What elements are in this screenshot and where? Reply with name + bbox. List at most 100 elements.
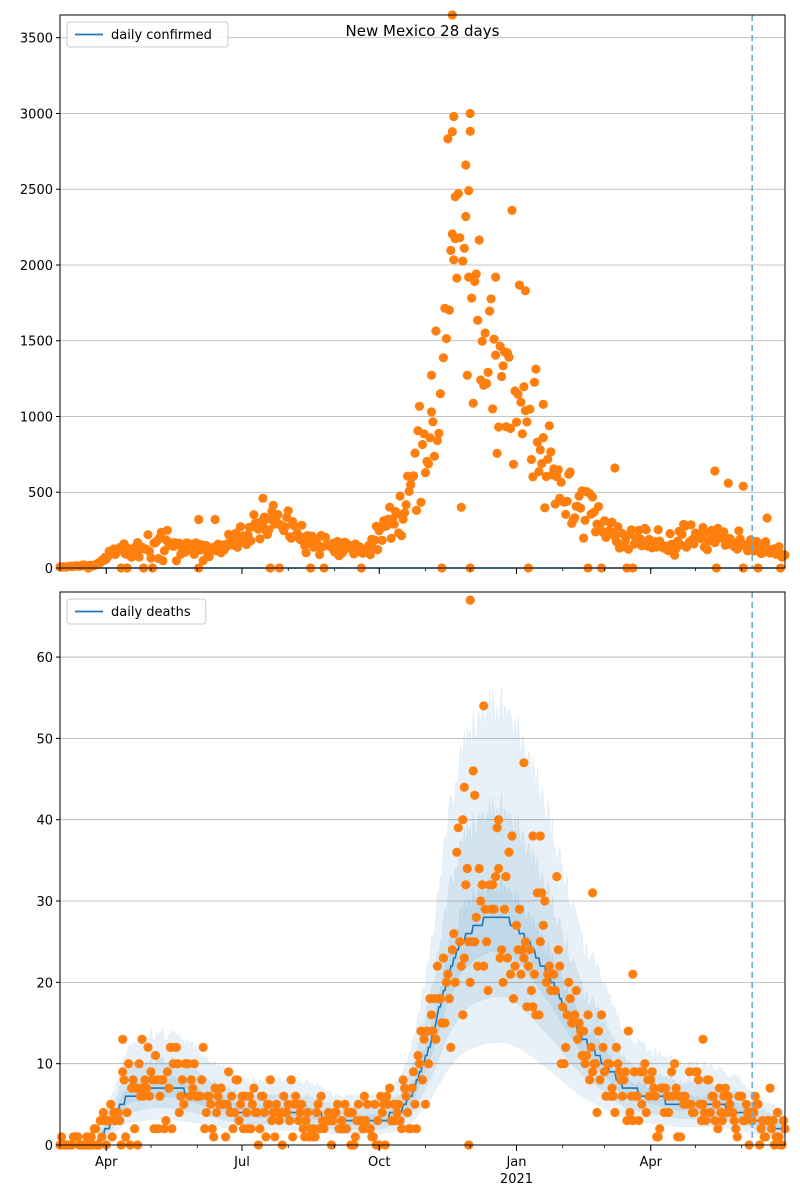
deaths-point: [161, 1116, 171, 1126]
confirmed-point: [702, 545, 713, 555]
deaths-point: [717, 1116, 727, 1126]
deaths-point: [680, 1091, 690, 1101]
confirmed-point: [235, 522, 246, 532]
confirmed-point: [580, 515, 590, 525]
confirmed-y-tick-label-0: 0: [45, 562, 53, 577]
confirmed-point: [456, 502, 466, 512]
deaths-point: [641, 1107, 651, 1118]
deaths-point: [765, 1083, 775, 1093]
deaths-point: [285, 1116, 295, 1126]
confirmed-point: [461, 211, 471, 222]
confirmed-point: [497, 371, 507, 382]
deaths-x-tick-label-1: Jul: [233, 1155, 250, 1170]
deaths-point: [282, 1107, 292, 1118]
confirmed-point: [406, 480, 416, 490]
deaths-point: [213, 1091, 223, 1101]
deaths-point: [206, 1099, 216, 1109]
confirmed-point: [423, 459, 434, 469]
deaths-point: [595, 1075, 605, 1085]
deaths-point: [686, 1099, 696, 1109]
deaths-point: [489, 904, 499, 914]
deaths-point: [171, 1042, 181, 1052]
deaths-point: [255, 1124, 265, 1134]
confirmed-point: [553, 465, 563, 475]
confirmed-point: [531, 364, 541, 374]
deaths-point: [632, 1091, 642, 1101]
deaths-point: [121, 1132, 131, 1142]
deaths-point: [501, 872, 511, 882]
deaths-point: [234, 1116, 244, 1126]
confirmed-point: [482, 378, 492, 389]
deaths-point: [267, 1116, 277, 1126]
confirmed-point: [489, 334, 499, 344]
deaths-point: [216, 1083, 226, 1093]
deaths-point: [625, 1107, 635, 1118]
deaths-point: [476, 896, 486, 906]
confirmed-point: [579, 533, 589, 543]
deaths-point: [227, 1091, 237, 1101]
deaths-point: [483, 985, 493, 996]
deaths-point: [647, 1067, 657, 1077]
deaths-point: [119, 1075, 129, 1085]
confirmed-point: [446, 245, 456, 255]
confirmed-point: [443, 134, 453, 144]
deaths-point: [198, 1042, 208, 1052]
deaths-point: [247, 1099, 257, 1109]
deaths-point: [510, 961, 520, 971]
confirmed-panel: 0 500 1000 1500 2000 2500 3000 3500 daily confi…: [20, 10, 790, 577]
confirmed-point: [464, 186, 474, 196]
deaths-point: [537, 888, 547, 898]
confirmed-point: [480, 328, 490, 338]
deaths-point: [514, 904, 525, 914]
deaths-point: [431, 1034, 441, 1044]
deaths-point: [593, 1026, 604, 1036]
confirmed-point: [458, 256, 468, 266]
confirmed-point: [588, 492, 598, 502]
confirmed-point: [513, 389, 523, 399]
confirmed-point: [297, 520, 307, 530]
deaths-point: [264, 1099, 274, 1109]
confirmed-point: [146, 553, 156, 563]
deaths-point: [640, 1059, 650, 1069]
confirmed-point: [511, 417, 522, 427]
deaths-point: [611, 1042, 622, 1052]
deaths-point: [118, 1034, 128, 1044]
deaths-point: [592, 1107, 602, 1118]
deaths-point: [411, 1124, 422, 1134]
deaths-point: [574, 1018, 584, 1028]
confirmed-point: [429, 451, 439, 461]
deaths-point: [535, 831, 545, 841]
deaths-point: [353, 1099, 363, 1109]
deaths-point: [455, 937, 465, 947]
deaths-point: [462, 863, 472, 874]
confirmed-point: [538, 433, 548, 443]
deaths-y-ticks: 0 10 20 30 40 50 60: [36, 651, 60, 1154]
confirmed-point: [408, 471, 419, 481]
deaths-point: [401, 1091, 411, 1101]
deaths-point: [359, 1091, 369, 1101]
confirmed-y-tick-label-1500: 1500: [20, 335, 53, 350]
confirmed-point: [283, 506, 293, 516]
confirmed-point: [438, 353, 448, 363]
deaths-point: [244, 1091, 255, 1101]
deaths-point: [134, 1059, 144, 1069]
deaths-point: [526, 985, 537, 996]
confirmed-point: [483, 367, 493, 377]
deaths-point: [664, 1107, 674, 1118]
deaths-point: [588, 1067, 598, 1077]
deaths-point: [413, 1050, 423, 1061]
deaths-legend: daily deaths: [66, 598, 207, 625]
confirmed-point: [389, 519, 399, 529]
confirmed-point: [477, 336, 487, 346]
deaths-point: [571, 985, 581, 996]
confirmed-point: [377, 535, 387, 546]
confirmed-plot-frame: [59, 14, 786, 569]
confirmed-point: [397, 531, 407, 541]
deaths-point: [731, 1124, 741, 1134]
deaths-point: [449, 929, 459, 939]
confirmed-point: [556, 477, 566, 487]
deaths-point: [579, 1026, 589, 1036]
deaths-point: [370, 1099, 380, 1109]
deaths-point: [173, 1059, 183, 1069]
deaths-point: [56, 1132, 67, 1142]
